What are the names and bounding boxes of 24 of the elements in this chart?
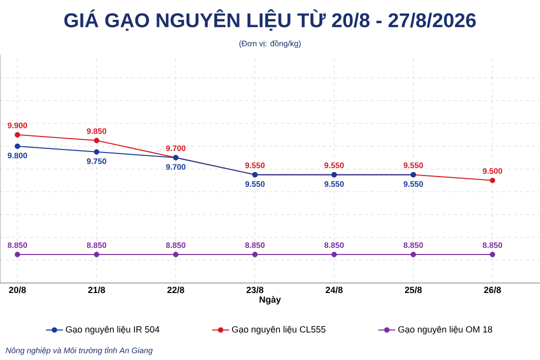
point <box>14 144 20 149</box>
point <box>490 252 496 258</box>
point <box>410 252 416 258</box>
point <box>94 138 100 144</box>
x-axis-title: Ngày <box>260 296 281 305</box>
legend-label: Gạo nguyên liệu OM 18 <box>398 326 492 334</box>
point <box>173 252 178 258</box>
point <box>14 132 20 138</box>
point <box>490 178 496 184</box>
x-tick-label: 23/8 <box>246 286 264 294</box>
x-tick-label: 25/8 <box>404 286 422 294</box>
legend-label: Gạo nguyên liệu CL555 <box>232 326 326 334</box>
x-tick-label: 24/8 <box>326 286 343 294</box>
x-tick-label: 26/8 <box>484 286 501 294</box>
point <box>14 252 20 258</box>
x-tick-label: 20/8 <box>9 286 26 294</box>
point <box>94 149 100 155</box>
point <box>331 252 337 258</box>
x-tick-label: 22/8 <box>167 286 184 294</box>
x-tick-label: 21/8 <box>88 286 106 294</box>
point <box>252 252 258 258</box>
legend-label: Gạo nguyên liệu IR 504 <box>66 326 160 334</box>
chart-title: GIÁ GẠO NGUYÊN LIỆU TỪ 20/8 - 27/8/2026 <box>64 9 476 31</box>
point <box>94 252 100 258</box>
